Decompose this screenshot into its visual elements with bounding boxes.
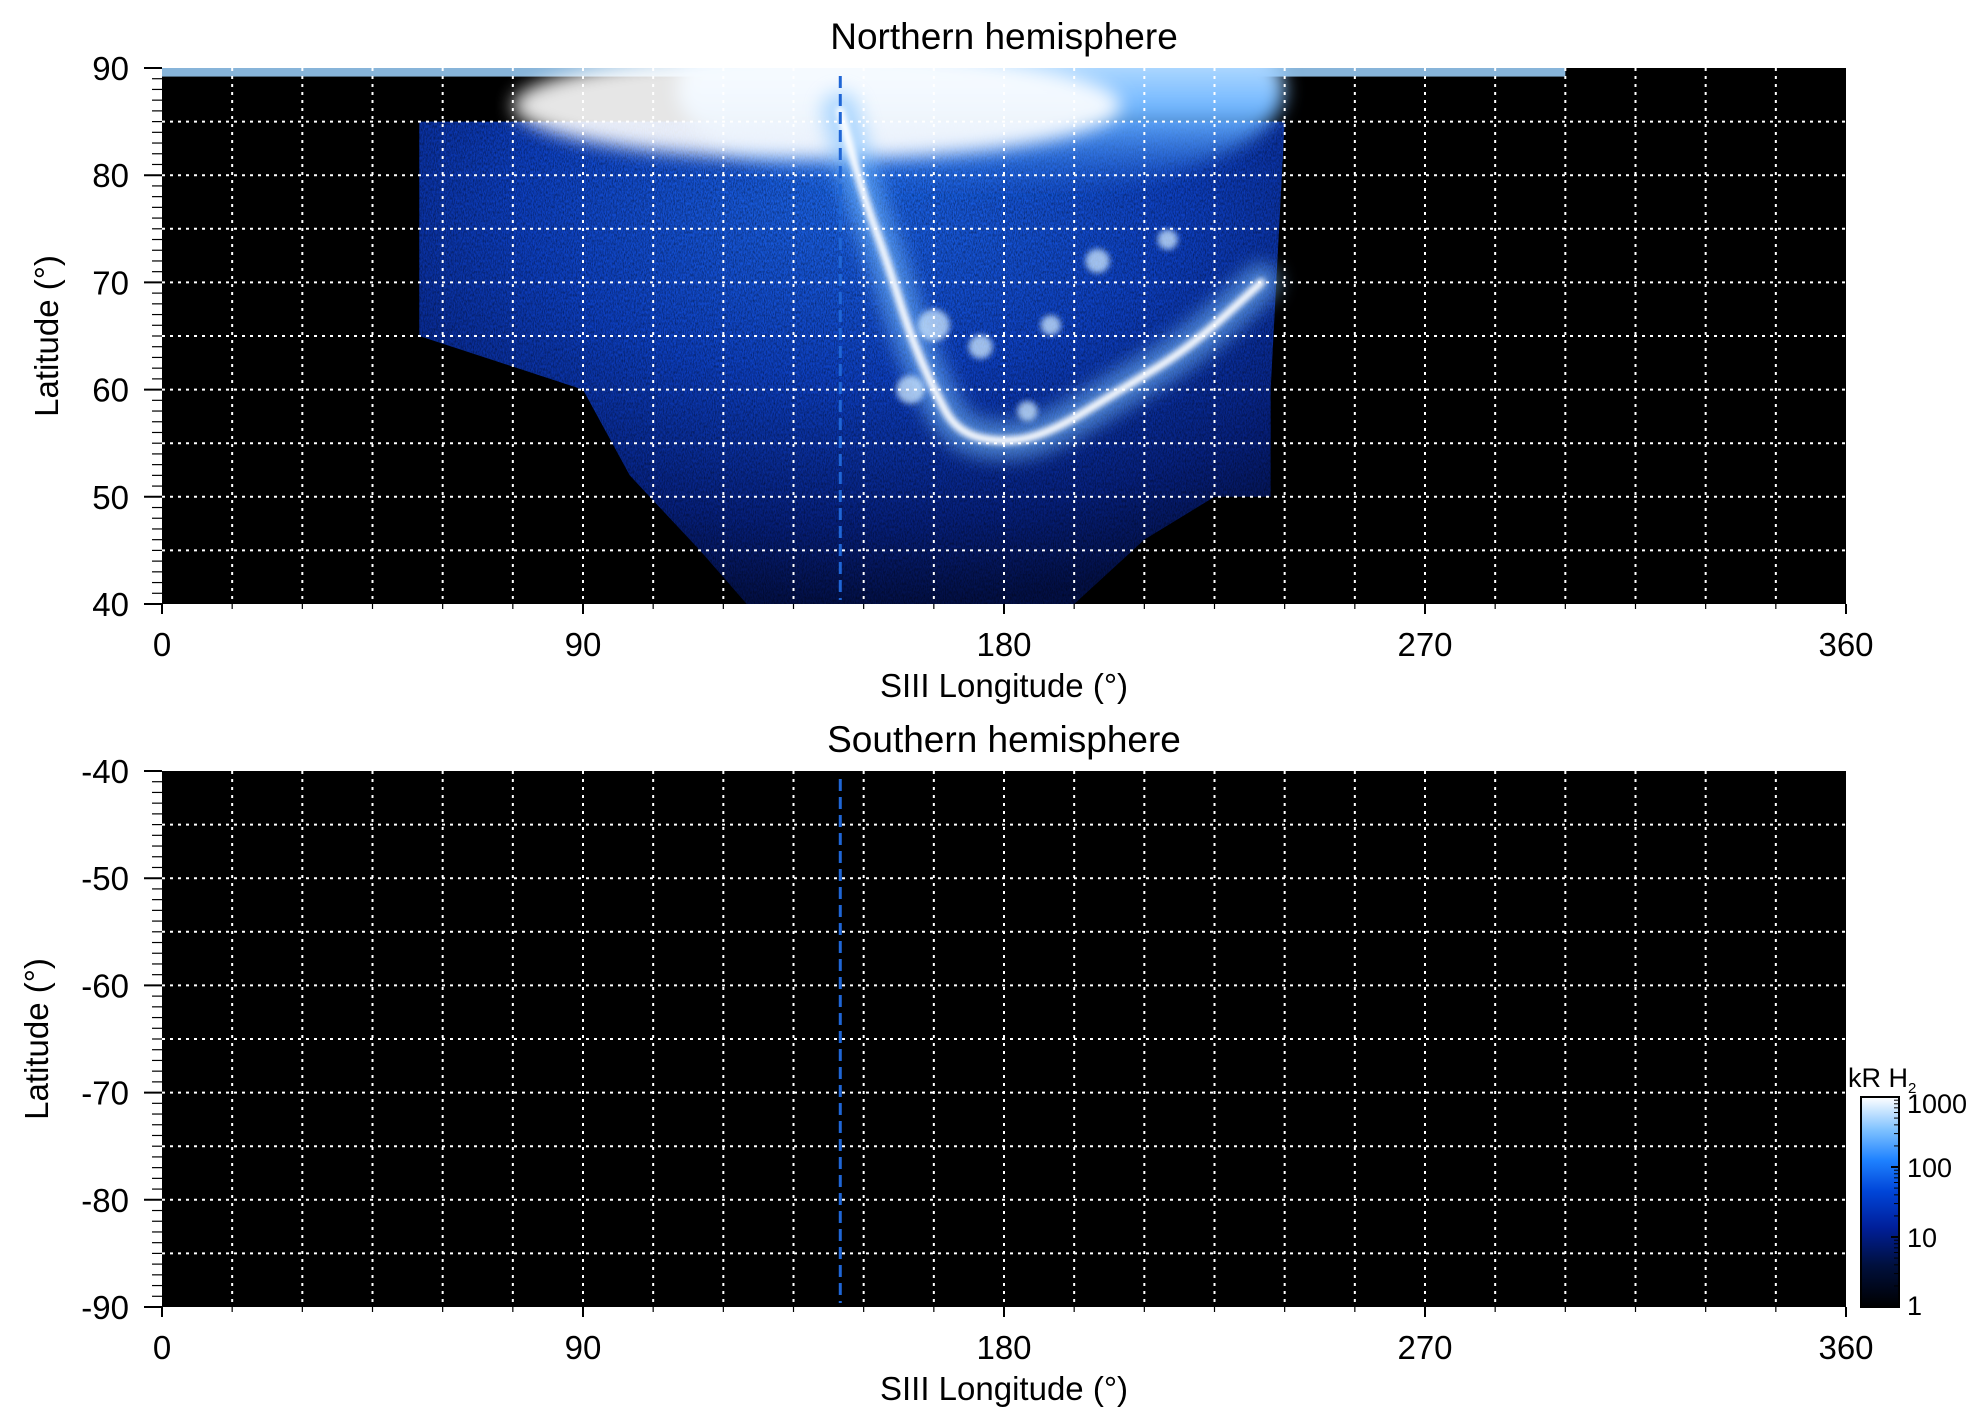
x-tick-label: 0	[153, 626, 171, 663]
y-tick-label: 80	[92, 157, 129, 194]
auroral-patch	[1017, 401, 1038, 422]
x-tick-label: 90	[565, 626, 602, 663]
southern-y-ticks: -40 -50 -60 -70 -80 -90	[81, 753, 162, 1326]
southern-x-ticks: 0 90 180 270 360	[153, 1307, 1874, 1366]
y-tick-label: -70	[81, 1075, 129, 1112]
y-tick-label: 90	[92, 50, 129, 87]
northern-y-ticks: 40 50 60 70 80 90	[92, 50, 162, 623]
x-tick-label: 360	[1818, 1329, 1873, 1366]
auroral-patch	[968, 334, 993, 359]
southern-grid	[162, 771, 1846, 1307]
northern-panel-title: Northern hemisphere	[830, 16, 1178, 57]
northern-grid	[162, 68, 1846, 604]
southern-hemisphere-panel: Southern hemisphere 0 90 180 270 360 -40-50-…	[18, 719, 1874, 1407]
colorbar-gradient	[1860, 1096, 1900, 1308]
x-tick-label: 360	[1818, 626, 1873, 663]
colorbar-tick-label: 1000	[1907, 1089, 1967, 1119]
x-tick-label: 270	[1397, 1329, 1452, 1366]
y-tick-label: -50	[81, 860, 129, 897]
x-tick-label: 180	[976, 626, 1031, 663]
northern-x-axis-label: SIII Longitude (°)	[880, 667, 1128, 704]
auroral-patch	[1085, 248, 1110, 273]
colorbar-label-main: kR H	[1848, 1063, 1908, 1093]
colorbar-ticks: 1 10 100 1000	[1891, 1089, 1967, 1321]
y-tick-label: -60	[81, 967, 129, 1004]
emission-texture	[419, 121, 1285, 604]
colorbar-label: kR H2	[1848, 1063, 1916, 1097]
y-tick-label: -90	[81, 1289, 129, 1326]
y-tick-label: 60	[92, 372, 129, 409]
northern-hemisphere-panel: Northern hemisphere 0 90 180 270 360 40 50 60 7…	[28, 16, 1874, 704]
y-tick-label: 40	[92, 586, 129, 623]
x-tick-label: 180	[976, 1329, 1031, 1366]
colorbar-label-subscript: 2	[1908, 1080, 1916, 1097]
x-tick-label: 90	[565, 1329, 602, 1366]
southern-y-axis-label: Latitude (°)	[18, 958, 55, 1120]
auroral-patch	[896, 375, 925, 404]
northern-y-axis-label: Latitude (°)	[28, 255, 65, 417]
bright-polar-core	[512, 68, 1121, 160]
y-tick-label: -40	[81, 753, 129, 790]
colorbar: kR H2 1 10 100 1000	[1848, 1063, 1967, 1321]
y-tick-label: -80	[81, 1182, 129, 1219]
colorbar-tick-label: 100	[1907, 1153, 1952, 1183]
x-tick-label: 0	[153, 1329, 171, 1366]
auroral-patch	[1157, 229, 1178, 250]
colorbar-tick-label: 10	[1907, 1223, 1937, 1253]
main-oval	[836, 106, 1266, 445]
y-tick-label: 50	[92, 479, 129, 516]
colorbar-tick-label: 1	[1907, 1291, 1922, 1321]
y-tick-label: 70	[92, 264, 129, 301]
southern-panel-title: Southern hemisphere	[827, 719, 1181, 760]
northern-x-ticks: 0 90 180 270 360	[153, 604, 1874, 663]
northern-aurora-emission	[162, 68, 1566, 604]
x-tick-label: 270	[1397, 626, 1452, 663]
southern-x-axis-label: SIII Longitude (°)	[880, 1370, 1128, 1407]
auroral-patch	[1040, 315, 1061, 336]
